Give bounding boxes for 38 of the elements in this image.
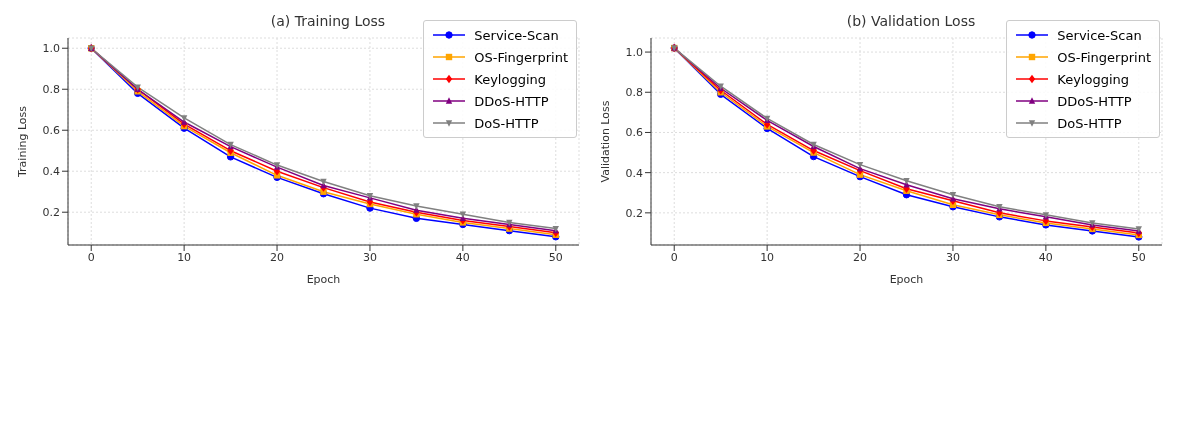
legend-label: OS-Fingerprint: [474, 49, 568, 65]
y-tick-label: 1.0: [42, 42, 60, 56]
chart-title: (a) Training Loss: [270, 13, 386, 29]
legend-label: DDoS-HTTP: [1057, 93, 1132, 109]
legend-label: Service-Scan: [474, 27, 559, 43]
x-tick-label: 40: [1038, 250, 1053, 264]
y-tick-label: 0.8: [42, 83, 60, 97]
x-tick-label: 50: [548, 250, 563, 264]
legend-label: Keylogging: [1057, 71, 1130, 87]
x-tick-label: 0: [87, 250, 95, 264]
x-tick-label: 30: [945, 250, 960, 264]
x-axis-title: Epoch: [306, 273, 341, 286]
x-tick-label: 0: [670, 250, 678, 264]
chart-title: (b) Validation Loss: [846, 13, 976, 29]
x-tick-label: 10: [177, 250, 192, 264]
x-tick-label: 30: [362, 250, 377, 264]
legend-label: DoS-HTTP: [1057, 115, 1122, 131]
y-axis-title: Training Loss: [15, 105, 29, 179]
y-tick-label: 0.2: [42, 206, 60, 220]
x-tick-label: 20: [853, 250, 868, 264]
y-tick-label: 1.0: [625, 45, 643, 59]
x-tick-label: 50: [1131, 250, 1146, 264]
y-axis-title: Validation Loss: [598, 100, 612, 183]
x-tick-label: 10: [760, 250, 775, 264]
legend-label: OS-Fingerprint: [1057, 49, 1151, 65]
y-tick-label: 0.4: [625, 166, 643, 180]
y-tick-label: 0.2: [625, 206, 643, 220]
legend-label: DDoS-HTTP: [474, 93, 549, 109]
y-tick-label: 0.8: [625, 86, 643, 100]
x-axis-title: Epoch: [889, 273, 924, 286]
legend-label: DoS-HTTP: [474, 115, 539, 131]
legend-label: Keylogging: [474, 71, 547, 87]
x-tick-label: 20: [270, 250, 285, 264]
y-tick-label: 0.4: [42, 165, 60, 179]
x-tick-label: 40: [455, 250, 470, 264]
legend-label: Service-Scan: [1057, 27, 1142, 43]
y-tick-label: 0.6: [625, 126, 643, 140]
y-tick-label: 0.6: [42, 124, 60, 138]
